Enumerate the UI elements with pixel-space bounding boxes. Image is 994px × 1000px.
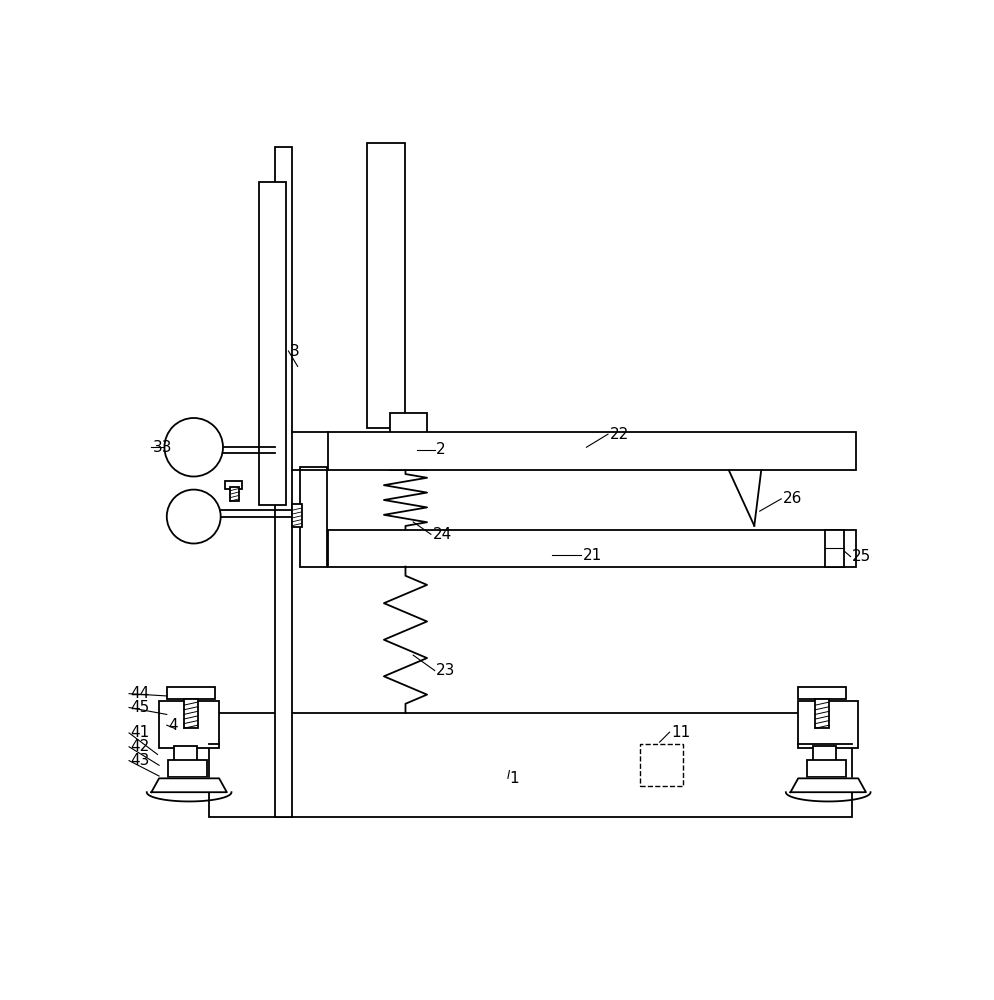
Bar <box>159 701 219 748</box>
Bar <box>815 699 829 728</box>
Circle shape <box>164 418 223 477</box>
Bar <box>209 713 852 817</box>
Bar <box>230 487 240 501</box>
Bar <box>291 504 301 527</box>
Text: 43: 43 <box>130 753 150 768</box>
Bar <box>825 530 844 567</box>
Bar <box>184 699 198 728</box>
Bar <box>274 147 291 817</box>
Text: 3: 3 <box>290 344 300 359</box>
Bar <box>328 530 856 567</box>
Bar <box>259 182 286 505</box>
Text: 45: 45 <box>130 700 150 715</box>
Text: 23: 23 <box>436 663 455 678</box>
Text: 25: 25 <box>852 549 872 564</box>
Bar <box>813 746 836 761</box>
Bar <box>328 432 856 470</box>
Text: 41: 41 <box>130 725 150 740</box>
Bar <box>798 701 858 748</box>
Text: 22: 22 <box>609 427 629 442</box>
Text: 33: 33 <box>153 440 172 455</box>
Text: 2: 2 <box>436 442 446 457</box>
Bar <box>367 143 406 428</box>
Bar <box>167 687 215 699</box>
Bar <box>798 687 846 699</box>
Text: 26: 26 <box>783 491 802 506</box>
Bar <box>390 413 427 470</box>
Text: 4: 4 <box>168 718 178 733</box>
Text: 21: 21 <box>582 548 601 563</box>
Polygon shape <box>790 778 866 792</box>
Text: 1: 1 <box>509 771 519 786</box>
Bar <box>807 760 846 777</box>
Bar <box>226 481 243 489</box>
Bar <box>300 466 327 567</box>
Text: 44: 44 <box>130 686 150 701</box>
Text: 24: 24 <box>432 527 451 542</box>
Bar <box>168 760 207 777</box>
Bar <box>640 744 683 786</box>
Polygon shape <box>151 778 227 792</box>
Text: 11: 11 <box>671 725 691 740</box>
Bar <box>174 746 197 761</box>
Text: 42: 42 <box>130 739 150 754</box>
Circle shape <box>167 490 221 544</box>
